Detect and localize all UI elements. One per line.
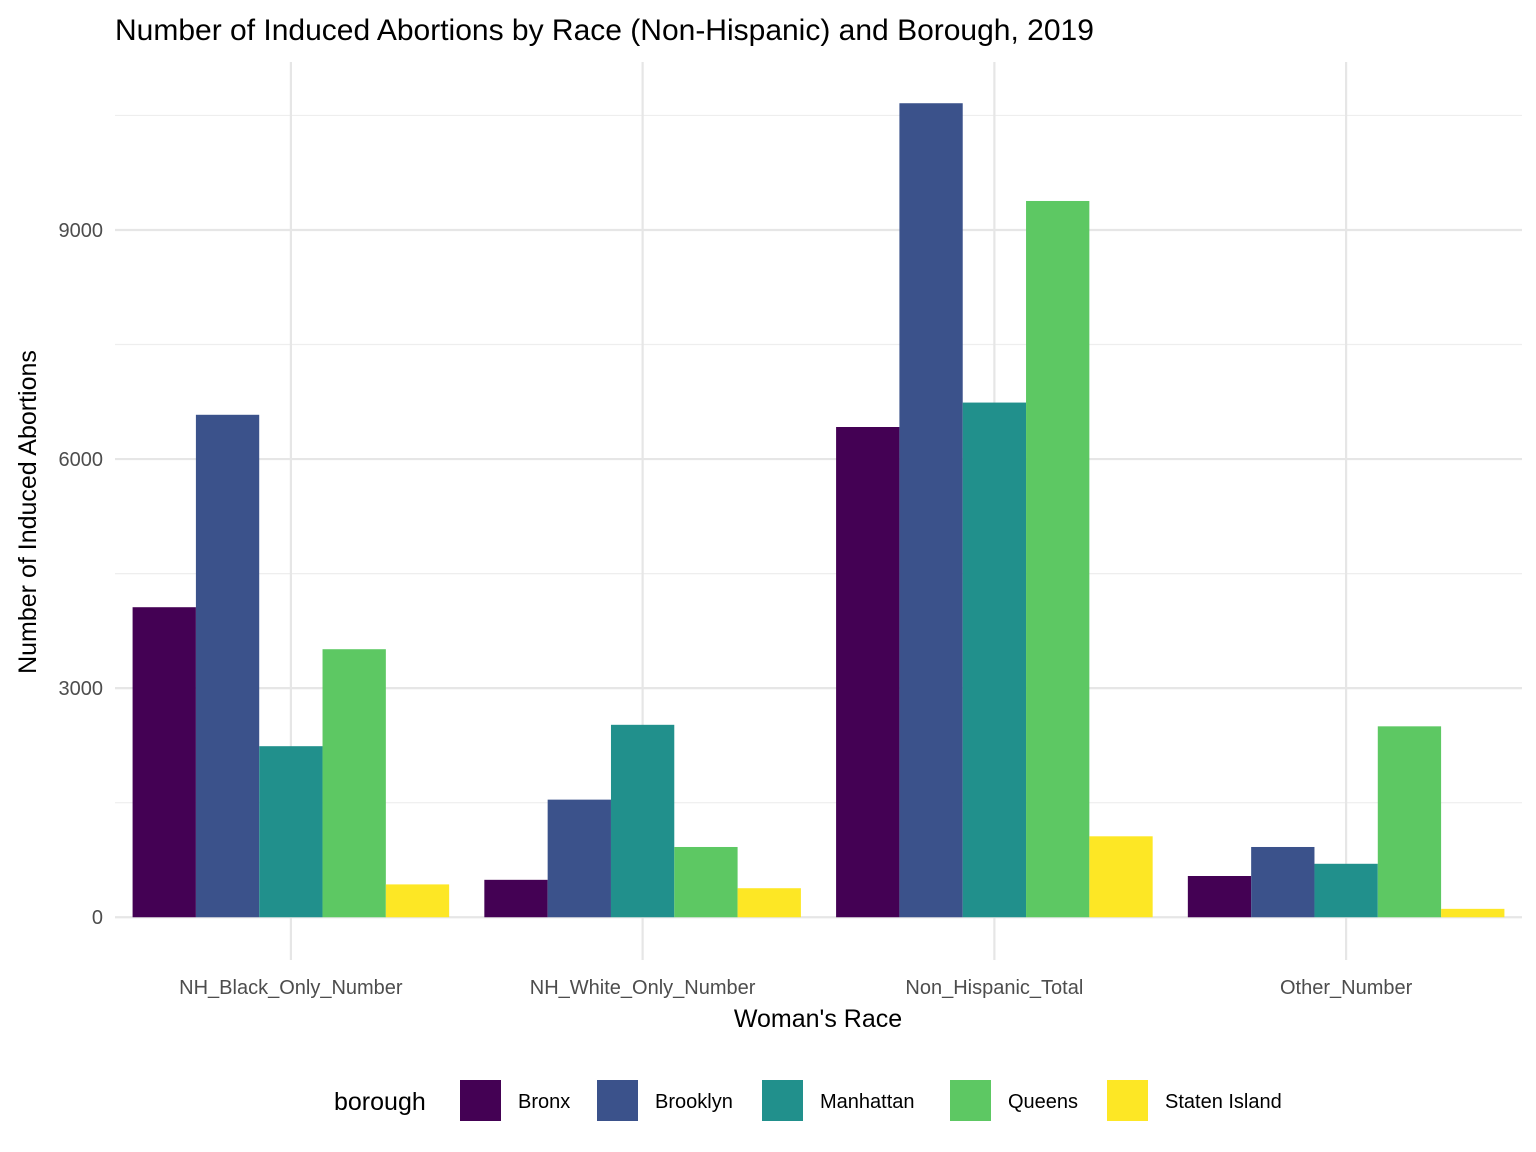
bar-queens-1: [322, 649, 386, 918]
legend-key-bronx: [460, 1080, 501, 1121]
x-tick-label: Non_Hispanic_Total: [905, 977, 1083, 999]
x-tick-label: NH_White_Only_Number: [530, 977, 756, 999]
x-tick-label: NH_Black_Only_Number: [179, 977, 403, 999]
bar-manhattan-2: [610, 724, 675, 918]
y-axis-title: Number of Induced Abortions: [14, 350, 42, 674]
y-tick-label: 3000: [59, 678, 104, 700]
bar-manhattan-1: [259, 746, 323, 918]
legend-key-queens: [950, 1080, 991, 1121]
bar-bronx-1: [132, 607, 196, 918]
legend-label: Manhattan: [820, 1091, 915, 1113]
chart-title: Number of Induced Abortions by Race (Non…: [115, 14, 1094, 47]
bar-bronx-4: [1187, 876, 1252, 918]
y-tick-label: 6000: [59, 449, 104, 471]
bar-brooklyn-1: [195, 414, 260, 918]
legend-title: borough: [334, 1088, 426, 1116]
legend-label: Bronx: [518, 1091, 570, 1113]
legend: borough Bronx Brooklyn Manhattan Queens Stat…: [334, 1080, 1282, 1121]
bar-manhattan-3: [962, 402, 1027, 918]
bar-queens-2: [674, 846, 738, 918]
bar-staten-island-2: [737, 888, 801, 918]
bar-brooklyn-3: [899, 103, 963, 918]
bar-staten-island-1: [385, 884, 450, 918]
legend-key-manhattan: [762, 1080, 803, 1121]
bar-staten-island-4: [1441, 908, 1505, 918]
legend-label: Staten Island: [1165, 1091, 1282, 1113]
bar-bronx-3: [836, 427, 900, 918]
x-tick-label: Other_Number: [1280, 977, 1413, 999]
y-axis-ticks: 0 3000 6000 9000: [59, 220, 104, 929]
legend-label: Queens: [1008, 1091, 1078, 1113]
bar-brooklyn-2: [547, 799, 611, 918]
x-axis-title: Woman's Race: [734, 1005, 902, 1033]
legend-label: Brooklyn: [655, 1091, 733, 1113]
bar-queens-3: [1026, 200, 1090, 918]
x-axis-ticks: NH_Black_Only_Number NH_White_Only_Number…: [179, 977, 1412, 999]
bar-bronx-2: [484, 879, 548, 918]
bar-manhattan-4: [1314, 863, 1378, 918]
bar-queens-4: [1377, 726, 1442, 918]
y-tick-label: 0: [92, 907, 103, 929]
y-tick-label: 9000: [59, 220, 104, 242]
bars: [132, 103, 1505, 918]
bar-staten-island-3: [1089, 836, 1153, 918]
legend-key-brooklyn: [597, 1080, 638, 1121]
bar-brooklyn-4: [1251, 846, 1315, 918]
legend-key-staten-island: [1107, 1080, 1148, 1121]
